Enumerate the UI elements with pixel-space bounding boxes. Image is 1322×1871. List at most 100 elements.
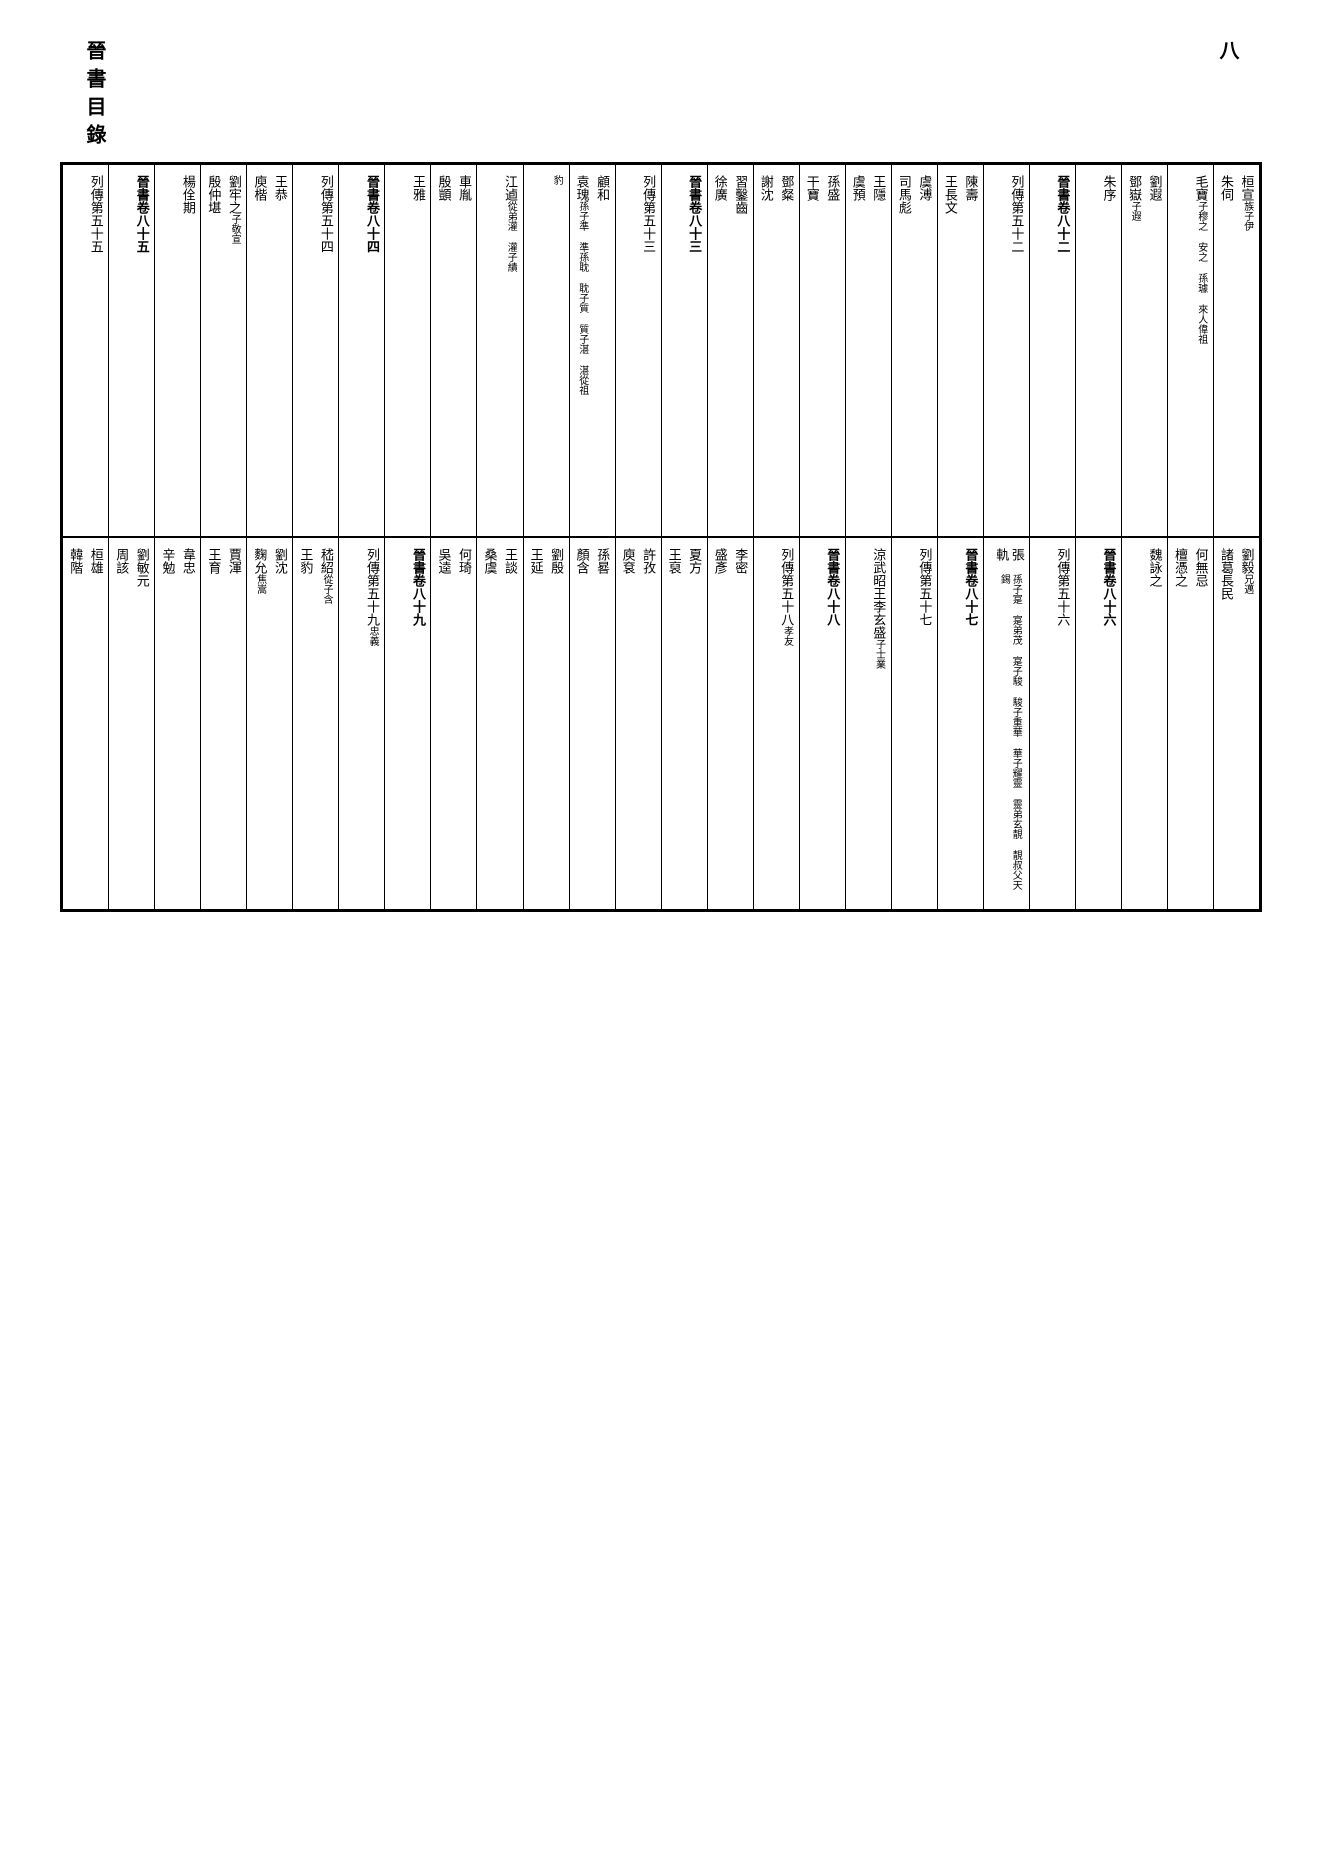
toc-column: 列傳第五十三許孜庾袞 (616, 165, 662, 909)
entry-text: 孫晷 (592, 544, 613, 903)
toc-cell-top: 顧和袁瑰孫子準 準孫耽 耽子質 質子湛 湛從祖 (570, 165, 615, 538)
toc-column: 習鑿齒徐廣李密盛彥 (708, 165, 754, 909)
entry-text (1078, 544, 1099, 903)
toc-cell-bottom: 桓雄韓階 (63, 538, 108, 909)
entry-text: 許孜 (638, 544, 659, 903)
entry-text: 列傳第五十八孝友 (776, 544, 797, 903)
toc-cell-top: 朱序 (1076, 165, 1121, 538)
entry-text: 車胤 (454, 171, 475, 530)
toc-column: 王隱虞預涼武昭王李玄盛子士業 (846, 165, 892, 909)
entry-text (756, 544, 777, 903)
toc-cell-top: 江逌從弟灌 灌子績 (477, 165, 522, 538)
entry-text: 賈渾 (224, 544, 245, 903)
entry-text: 周該 (111, 544, 132, 903)
entry-text: 韓階 (65, 544, 86, 903)
entry-text: 晉書卷八十五 (132, 171, 153, 530)
entry-text (1032, 544, 1053, 903)
entry-text: 劉毅兄邁 (1236, 544, 1257, 903)
toc-cell-top: 列傳第五十五 (63, 165, 108, 538)
toc-cell-top: 列傳第五十三 (616, 165, 661, 538)
entry-text: 毛寶子穆之 安之 孫璩 來人偉祖 (1190, 171, 1211, 530)
entry-text: 楊佺期 (178, 171, 199, 530)
entry-text (1170, 171, 1191, 530)
toc-cell-top: 王恭庾楷 (247, 165, 292, 538)
entry-text: 劉沈 (270, 544, 291, 903)
entry-text: 魏詠之 (1144, 544, 1165, 903)
page-number: 八 (1213, 40, 1242, 152)
entry-text: 晉書卷八十七 (960, 544, 981, 903)
entry-text: 李密 (730, 544, 751, 903)
toc-cell-top: 王雅 (385, 165, 430, 538)
toc-column: 毛寶子穆之 安之 孫璩 來人偉祖何無忌檀憑之 (1168, 165, 1214, 909)
toc-column: 鄧粲謝沈列傳第五十八孝友 (754, 165, 800, 909)
entry-text (618, 171, 639, 530)
toc-column: 劉遐鄧嶽子遐魏詠之 (1122, 165, 1168, 909)
toc-column: 陳壽王長文晉書卷八十七 (938, 165, 984, 909)
toc-cell-top: 劉牢之子敬宣殷仲堪 (201, 165, 246, 538)
entry-text: 檀憑之 (1170, 544, 1191, 903)
entry-text: 庾楷 (249, 171, 270, 530)
toc-cell-top: 桓宣族子伊朱伺 (1214, 165, 1259, 538)
toc-cell-top: 豹 (524, 165, 569, 538)
toc-cell-bottom: 王談桑虞 (477, 538, 522, 909)
entry-text: 干寶 (802, 171, 823, 530)
entry-text (387, 544, 408, 903)
toc-column: 列傳第五十五桓雄韓階 (63, 165, 109, 909)
entry-text: 夏方 (684, 544, 705, 903)
toc-cell-bottom: 列傳第五十六 (1030, 538, 1075, 909)
entry-text: 豹 (546, 171, 567, 530)
entry-text (157, 171, 178, 530)
entry-text: 辛勉 (157, 544, 178, 903)
entry-text: 列傳第五十六 (1052, 544, 1073, 903)
entry-text (1032, 171, 1053, 530)
entry-text: 諸葛長民 (1216, 544, 1237, 903)
book-title: 晉書目錄 (80, 40, 109, 152)
entry-text: 嵇紹從子含 (316, 544, 337, 903)
entry-text: 鄧嶽子遐 (1124, 171, 1145, 530)
entry-text: 顏含 (572, 544, 593, 903)
entry-text: 晉書卷八十二 (1052, 171, 1073, 530)
entry-text: 徐廣 (710, 171, 731, 530)
toc-cell-top: 列傳第五十四 (293, 165, 338, 538)
entry-text: 庾袞 (618, 544, 639, 903)
page-container: 晉書目錄 八 桓宣族子伊朱伺劉毅兄邁諸葛長民毛寶子穆之 安之 孫璩 來人偉祖何無… (60, 40, 1262, 912)
entry-text: 王裒 (664, 544, 685, 903)
entry-text: 司馬彪 (894, 171, 915, 530)
entry-text: 何無忌 (1190, 544, 1211, 903)
entry-text: 王雅 (408, 171, 429, 530)
toc-cell-bottom: 劉毅兄邁諸葛長民 (1214, 538, 1259, 909)
entry-text: 列傳第五十二 (1006, 171, 1027, 530)
toc-cell-top: 習鑿齒徐廣 (708, 165, 753, 538)
entry-text: 顧和 (592, 171, 613, 530)
toc-cell-bottom: 列傳第五十八孝友 (754, 538, 799, 909)
entry-text (940, 544, 961, 903)
entry-text: 習鑿齒 (730, 171, 751, 530)
toc-column: 晉書卷八十三夏方王裒 (662, 165, 708, 909)
toc-cell-bottom: 魏詠之 (1122, 538, 1167, 909)
entry-text: 麴允焦嵩 (249, 544, 270, 903)
toc-cell-bottom: 列傳第五十七 (892, 538, 937, 909)
toc-cell-bottom: 何無忌檀憑之 (1168, 538, 1213, 909)
toc-column: 劉牢之子敬宣殷仲堪賈渾王育 (201, 165, 247, 909)
toc-cell-top: 晉書卷八十二 (1030, 165, 1075, 538)
entry-text (341, 171, 362, 530)
entry-text: 袁瑰孫子準 準孫耽 耽子質 質子湛 湛從祖 (572, 171, 593, 530)
entry-text: 王隱 (868, 171, 889, 530)
entry-text (664, 171, 685, 530)
entry-text: 韋忠 (178, 544, 199, 903)
toc-cell-top: 車胤殷顗 (431, 165, 476, 538)
toc-cell-bottom: 劉敏元周該 (109, 538, 154, 909)
toc-cell-bottom: 晉書卷八十八 (800, 538, 845, 909)
toc-cell-top: 楊佺期 (155, 165, 200, 538)
toc-cell-top: 陳壽王長文 (938, 165, 983, 538)
toc-cell-bottom: 許孜庾袞 (616, 538, 661, 909)
entry-text: 謝沈 (756, 171, 777, 530)
toc-column: 楊佺期韋忠辛勉 (155, 165, 201, 909)
toc-column: 晉書卷八十二列傳第五十六 (1030, 165, 1076, 909)
entry-text: 張軌孫子寔 寔弟茂 寔子駿 駿子重華 華子耀靈 靈弟玄靚 靚叔父天錫 (992, 544, 1027, 903)
entry-text: 王談 (500, 544, 521, 903)
entry-text (848, 544, 869, 903)
entry-text: 孫盛 (822, 171, 843, 530)
toc-column: 孫盛干寶晉書卷八十八 (800, 165, 846, 909)
entry-text: 王恭 (270, 171, 291, 530)
